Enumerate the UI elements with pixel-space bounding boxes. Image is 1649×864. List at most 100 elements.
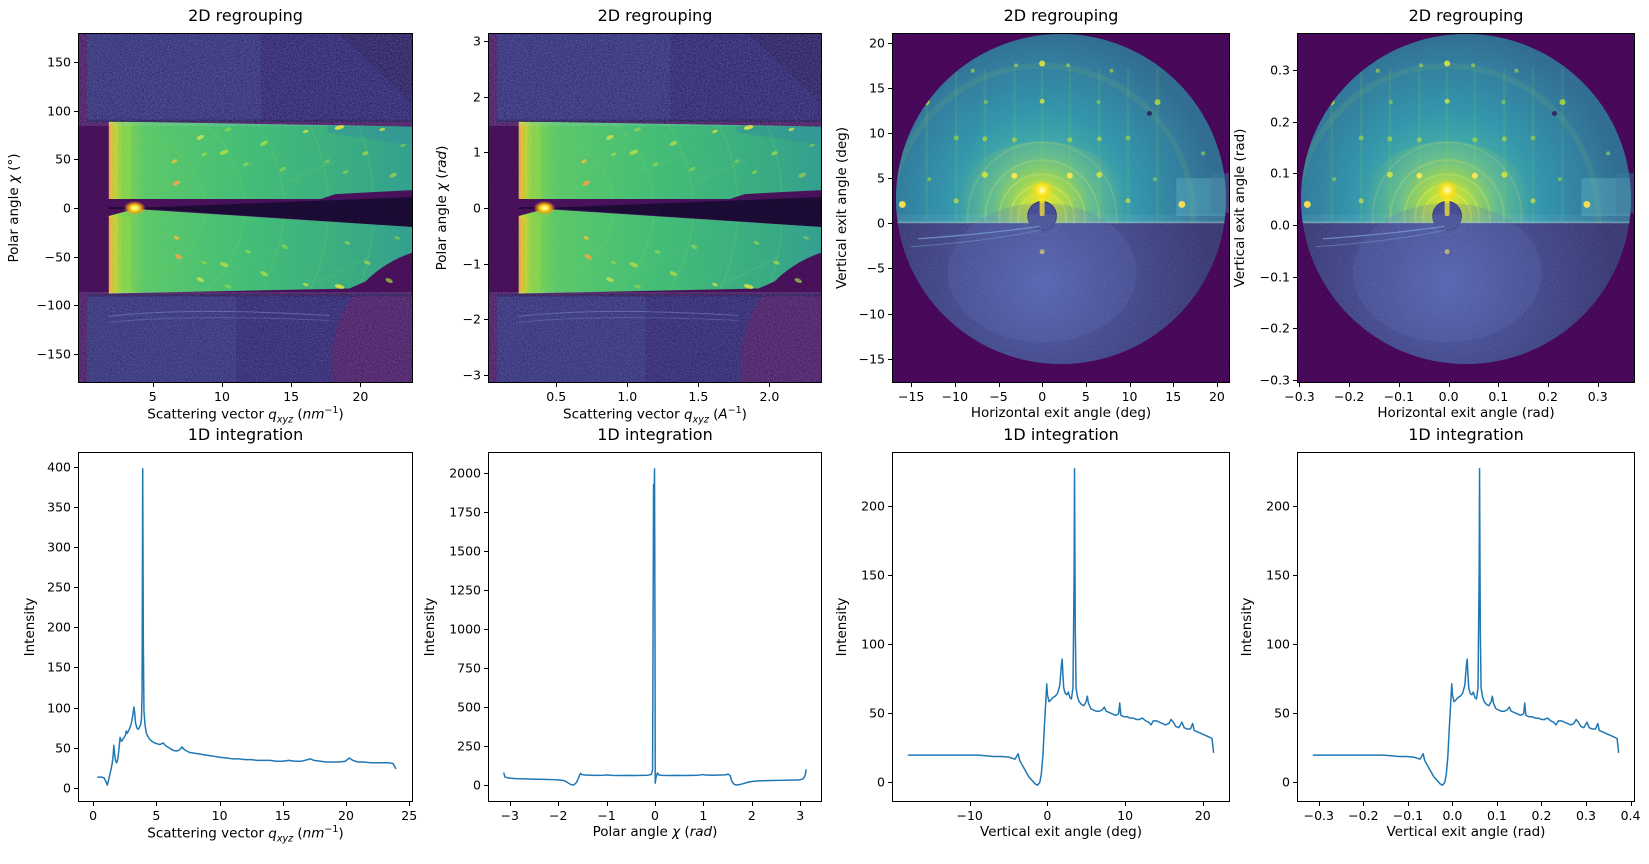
- heatmap-image: [489, 34, 821, 382]
- y-tick-label: 0: [473, 777, 481, 793]
- y-tick-label: 15: [869, 80, 885, 96]
- subplot-int-chi-rad: [488, 452, 822, 802]
- line-series: [1312, 468, 1620, 786]
- y-tick-mark: [888, 506, 892, 508]
- x-tick-mark: [409, 802, 411, 806]
- x-tick-mark: [221, 383, 223, 387]
- x-tick-label: 20: [352, 389, 369, 404]
- y-tick-label: 0: [1282, 774, 1290, 790]
- heatmap-image: [1298, 34, 1634, 382]
- x-tick-mark: [282, 802, 284, 806]
- x-tick-mark: [1299, 383, 1301, 387]
- y-tick-mark: [484, 263, 488, 265]
- subplot-title: 2D regrouping: [1003, 6, 1119, 25]
- x-tick-label: 15: [1165, 389, 1182, 404]
- y-tick-mark: [484, 589, 488, 591]
- x-tick-mark: [1586, 802, 1587, 806]
- y-tick-label: 2: [473, 89, 481, 105]
- x-tick-label: 0: [89, 808, 98, 823]
- y-axis-label: Vertical exit angle (rad): [1232, 128, 1248, 288]
- y-tick-label: 100: [47, 700, 71, 716]
- x-tick-mark: [156, 802, 158, 806]
- y-tick-mark: [888, 268, 892, 270]
- y-tick-mark: [484, 745, 488, 747]
- subplot-int-vexit-deg: [892, 452, 1230, 802]
- subplot-title: 2D regrouping: [597, 6, 713, 25]
- subplot-title: 2D regrouping: [1408, 6, 1524, 25]
- x-tick-mark: [751, 802, 753, 806]
- x-tick-label: 2.0: [759, 389, 780, 404]
- y-tick-label: 500: [457, 699, 481, 715]
- subplot-title: 1D integration: [187, 425, 304, 444]
- y-tick-label: 50: [1274, 705, 1290, 721]
- x-tick-label: 5: [1081, 389, 1090, 404]
- y-tick-label: 5: [877, 170, 885, 186]
- x-tick-label: 5: [148, 389, 157, 404]
- y-tick-label: 0: [877, 215, 885, 231]
- y-tick-label: 100: [1266, 636, 1290, 652]
- x-axis-label: Scattering vector qxyz (nm−1): [147, 824, 344, 845]
- y-tick-label: 0.3: [1270, 62, 1290, 78]
- y-tick-label: −100: [36, 297, 71, 313]
- x-tick-mark: [1173, 383, 1175, 387]
- y-tick-label: 400: [47, 459, 71, 475]
- y-tick-label: 0: [63, 780, 71, 796]
- x-tick-mark: [1318, 802, 1320, 806]
- x-tick-label: 0.0: [1442, 808, 1463, 823]
- x-tick-label: 3: [796, 808, 805, 823]
- line-plot-area: [97, 468, 397, 786]
- x-tick-mark: [1129, 383, 1131, 387]
- y-tick-label: 50: [869, 705, 885, 721]
- subplot-title: 1D integration: [1408, 425, 1524, 444]
- x-tick-mark: [698, 383, 700, 387]
- x-tick-label: 25: [401, 808, 418, 823]
- y-tick-mark: [1293, 276, 1297, 278]
- line-plot-area: [907, 468, 1215, 786]
- y-tick-mark: [484, 667, 488, 669]
- y-tick-mark: [484, 550, 488, 552]
- x-tick-label: 20: [1208, 389, 1225, 404]
- x-tick-label: −1: [597, 808, 616, 823]
- y-tick-label: 0: [473, 200, 481, 216]
- x-tick-mark: [703, 802, 705, 806]
- subplot-title: 2D regrouping: [188, 6, 303, 25]
- y-tick-mark: [888, 782, 892, 784]
- x-axis-label: Vertical exit angle (rad): [1386, 824, 1546, 840]
- x-tick-mark: [1452, 802, 1454, 806]
- y-tick-mark: [74, 627, 78, 629]
- x-tick-mark: [360, 383, 362, 387]
- x-tick-mark: [1597, 383, 1599, 387]
- y-tick-mark: [888, 575, 892, 577]
- y-tick-label: 100: [861, 636, 885, 652]
- x-tick-label: 2: [747, 808, 756, 823]
- y-tick-mark: [888, 133, 892, 135]
- x-tick-label: −0.1: [1383, 389, 1415, 404]
- x-tick-label: −0.3: [1303, 808, 1334, 823]
- x-axis-label: Scattering vector qxyz (nm−1): [147, 405, 344, 426]
- x-tick-label: 0.3: [1576, 808, 1596, 823]
- x-tick-label: 1.0: [617, 389, 638, 404]
- x-tick-label: 0.2: [1538, 389, 1558, 404]
- y-tick-mark: [74, 467, 78, 469]
- x-tick-label: 20: [338, 808, 354, 823]
- y-tick-mark: [888, 42, 892, 44]
- y-tick-mark: [74, 159, 78, 161]
- x-tick-label: −15: [898, 389, 925, 404]
- x-tick-mark: [1202, 802, 1204, 806]
- y-tick-mark: [484, 152, 488, 154]
- x-axis-label: Horizontal exit angle (deg): [970, 405, 1152, 421]
- x-tick-mark: [1363, 802, 1365, 806]
- x-tick-mark: [1398, 383, 1400, 387]
- line-series: [97, 468, 397, 786]
- subplot-title: 1D integration: [597, 425, 713, 444]
- y-tick-mark: [1293, 173, 1297, 175]
- x-tick-label: 0.4: [1620, 808, 1641, 823]
- x-tick-mark: [1216, 383, 1218, 387]
- y-tick-label: 1750: [449, 504, 481, 520]
- x-tick-mark: [1498, 383, 1500, 387]
- x-axis-label: Horizontal exit angle (rad): [1377, 405, 1555, 421]
- subplot-int-q-nm: [78, 452, 413, 802]
- y-tick-mark: [1293, 121, 1297, 123]
- x-tick-mark: [1630, 802, 1632, 806]
- y-tick-mark: [1293, 70, 1297, 72]
